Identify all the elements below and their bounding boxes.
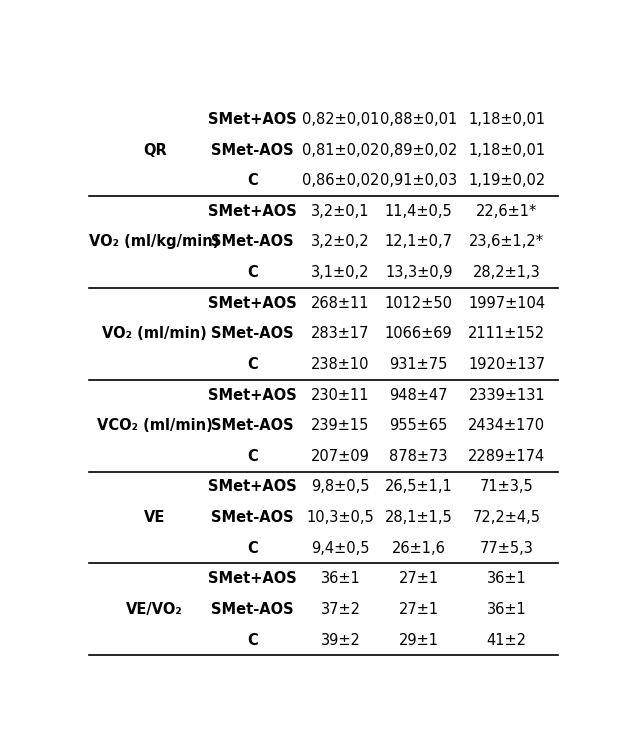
Text: 2339±131: 2339±131 <box>468 387 545 402</box>
Text: 0,86±0,02: 0,86±0,02 <box>302 174 379 188</box>
Text: 268±11: 268±11 <box>311 295 370 310</box>
Text: SMet-AOS: SMet-AOS <box>211 234 294 249</box>
Text: C: C <box>247 357 258 372</box>
Text: 27±1: 27±1 <box>399 571 439 586</box>
Text: 10,3±0,5: 10,3±0,5 <box>307 510 374 525</box>
Text: 955±65: 955±65 <box>389 418 448 433</box>
Text: 3,2±0,1: 3,2±0,1 <box>311 204 370 219</box>
Text: C: C <box>247 633 258 648</box>
Text: 41±2: 41±2 <box>487 633 527 648</box>
Text: 9,4±0,5: 9,4±0,5 <box>311 541 370 556</box>
Text: 27±1: 27±1 <box>399 602 439 617</box>
Text: SMet+AOS: SMet+AOS <box>208 112 297 127</box>
Text: SMet+AOS: SMet+AOS <box>208 295 297 310</box>
Text: 0,82±0,01: 0,82±0,01 <box>302 112 379 127</box>
Text: 1,18±0,01: 1,18±0,01 <box>468 112 545 127</box>
Text: 11,4±0,5: 11,4±0,5 <box>385 204 452 219</box>
Text: SMet-AOS: SMet-AOS <box>211 326 294 341</box>
Text: C: C <box>247 449 258 464</box>
Text: 3,1±0,2: 3,1±0,2 <box>311 265 370 280</box>
Text: 2434±170: 2434±170 <box>468 418 545 433</box>
Text: C: C <box>247 174 258 188</box>
Text: 28,2±1,3: 28,2±1,3 <box>473 265 541 280</box>
Text: 72,2±4,5: 72,2±4,5 <box>473 510 541 525</box>
Text: C: C <box>247 541 258 556</box>
Text: 71±3,5: 71±3,5 <box>480 479 534 494</box>
Text: SMet+AOS: SMet+AOS <box>208 571 297 586</box>
Text: 26±1,6: 26±1,6 <box>392 541 445 556</box>
Text: 931±75: 931±75 <box>389 357 448 372</box>
Text: VE/VO₂: VE/VO₂ <box>126 602 183 617</box>
Text: 2289±174: 2289±174 <box>468 449 545 464</box>
Text: 1997±104: 1997±104 <box>468 295 545 310</box>
Text: 0,88±0,01: 0,88±0,01 <box>380 112 457 127</box>
Text: 36±1: 36±1 <box>487 571 527 586</box>
Text: 36±1: 36±1 <box>321 571 360 586</box>
Text: 0,91±0,03: 0,91±0,03 <box>380 174 457 188</box>
Text: 39±2: 39±2 <box>321 633 360 648</box>
Text: 1920±137: 1920±137 <box>468 357 545 372</box>
Text: VCO₂ (ml/min): VCO₂ (ml/min) <box>97 418 213 433</box>
Text: 0,89±0,02: 0,89±0,02 <box>380 143 457 158</box>
Text: 1,18±0,01: 1,18±0,01 <box>468 143 545 158</box>
Text: 29±1: 29±1 <box>399 633 439 648</box>
Text: SMet+AOS: SMet+AOS <box>208 479 297 494</box>
Text: VO₂ (ml/kg/min): VO₂ (ml/kg/min) <box>90 234 220 249</box>
Text: SMet-AOS: SMet-AOS <box>211 510 294 525</box>
Text: 207±09: 207±09 <box>311 449 370 464</box>
Text: 2111±152: 2111±152 <box>468 326 545 341</box>
Text: 238±10: 238±10 <box>311 357 370 372</box>
Text: 0,81±0,02: 0,81±0,02 <box>302 143 379 158</box>
Text: VE: VE <box>144 510 165 525</box>
Text: SMet-AOS: SMet-AOS <box>211 143 294 158</box>
Text: 26,5±1,1: 26,5±1,1 <box>385 479 452 494</box>
Text: 1066±69: 1066±69 <box>385 326 452 341</box>
Text: SMet-AOS: SMet-AOS <box>211 418 294 433</box>
Text: 239±15: 239±15 <box>311 418 370 433</box>
Text: 3,2±0,2: 3,2±0,2 <box>311 234 370 249</box>
Text: SMet+AOS: SMet+AOS <box>208 204 297 219</box>
Text: 1012±50: 1012±50 <box>385 295 453 310</box>
Text: 77±5,3: 77±5,3 <box>480 541 534 556</box>
Text: C: C <box>247 265 258 280</box>
Text: 22,6±1*: 22,6±1* <box>476 204 538 219</box>
Text: 28,1±1,5: 28,1±1,5 <box>385 510 452 525</box>
Text: 23,6±1,2*: 23,6±1,2* <box>469 234 545 249</box>
Text: 1,19±0,02: 1,19±0,02 <box>468 174 545 188</box>
Text: 283±17: 283±17 <box>311 326 370 341</box>
Text: 9,8±0,5: 9,8±0,5 <box>311 479 370 494</box>
Text: VO₂ (ml/min): VO₂ (ml/min) <box>102 326 207 341</box>
Text: 12,1±0,7: 12,1±0,7 <box>385 234 453 249</box>
Text: SMet-AOS: SMet-AOS <box>211 602 294 617</box>
Text: 878±73: 878±73 <box>389 449 448 464</box>
Text: 13,3±0,9: 13,3±0,9 <box>385 265 452 280</box>
Text: SMet+AOS: SMet+AOS <box>208 387 297 402</box>
Text: 36±1: 36±1 <box>487 602 527 617</box>
Text: 230±11: 230±11 <box>311 387 370 402</box>
Text: 37±2: 37±2 <box>321 602 360 617</box>
Text: QR: QR <box>143 143 167 158</box>
Text: 948±47: 948±47 <box>389 387 448 402</box>
